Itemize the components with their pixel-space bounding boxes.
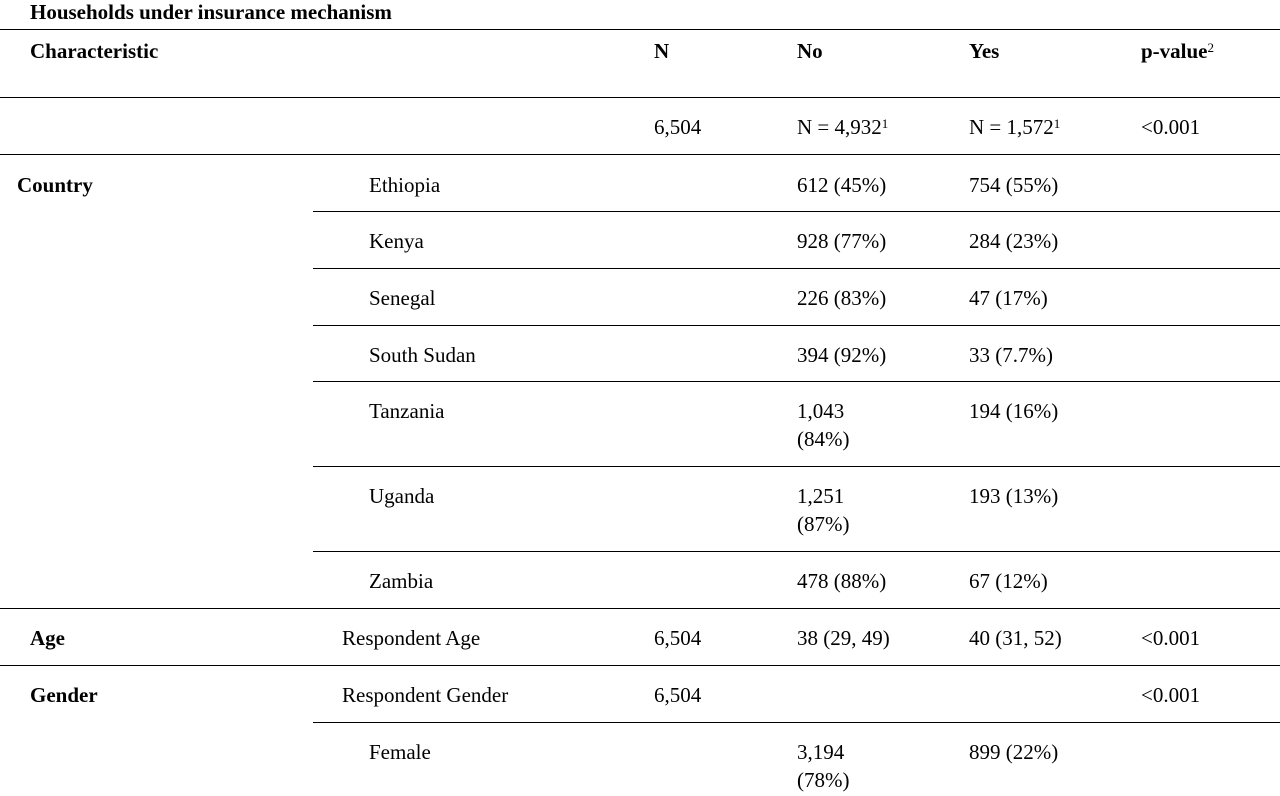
gender-pvalue: <0.001: [1141, 683, 1201, 707]
header-no: No: [797, 39, 823, 63]
country-uganda-yes: 193 (13%): [969, 484, 1059, 508]
age-no: 38 (29, 49): [797, 626, 890, 650]
totals-no-value: N = 4,932: [797, 115, 882, 139]
gender-female-yes: 899 (22%): [969, 740, 1059, 764]
age-sub-label: Respondent Age: [342, 626, 481, 650]
rule-gender-1: [313, 722, 1280, 723]
rule-age-end: [0, 665, 1280, 666]
header-n: N: [654, 39, 670, 63]
age-yes: 40 (31, 52): [969, 626, 1062, 650]
country-ethiopia: Ethiopia: [369, 173, 441, 197]
country-tanzania-no-count: 1,043: [797, 399, 845, 423]
country-kenya-no: 928 (77%): [797, 229, 887, 253]
totals-yes: N = 1,5721: [969, 113, 1060, 141]
age-n: 6,504: [654, 626, 702, 650]
rule-totals: [0, 154, 1280, 155]
rule-country-3: [313, 325, 1280, 326]
country-uganda: Uganda: [369, 484, 435, 508]
country-uganda-no-count: 1,251: [797, 484, 845, 508]
rule-country-4: [313, 381, 1280, 382]
totals-no: N = 4,9321: [797, 113, 888, 141]
rule-country-5: [313, 466, 1280, 467]
country-senegal-no: 226 (83%): [797, 286, 887, 310]
gender-female: Female: [369, 740, 431, 764]
totals-yes-footnote: 1: [1053, 116, 1061, 131]
country-south-sudan-no: 394 (92%): [797, 343, 887, 367]
country-kenya-yes: 284 (23%): [969, 229, 1059, 253]
totals-no-footnote: 1: [881, 116, 889, 131]
totals-pvalue: <0.001: [1141, 115, 1201, 139]
country-tanzania-yes: 194 (16%): [969, 399, 1059, 423]
header-pvalue: p-value2: [1141, 37, 1214, 65]
country-south-sudan-yes: 33 (7.7%): [969, 343, 1053, 367]
group-country-label: Country: [17, 173, 93, 197]
rule-country-6: [313, 551, 1280, 552]
totals-yes-value: N = 1,572: [969, 115, 1054, 139]
header-yes: Yes: [969, 39, 1000, 63]
country-zambia: Zambia: [369, 569, 434, 593]
gender-sub-label: Respondent Gender: [342, 683, 509, 707]
country-zambia-yes: 67 (12%): [969, 569, 1048, 593]
age-pvalue: <0.001: [1141, 626, 1201, 650]
country-uganda-no-pct: (87%): [797, 512, 850, 536]
country-south-sudan: South Sudan: [369, 343, 476, 367]
header-characteristic: Characteristic: [30, 39, 159, 63]
gender-n: 6,504: [654, 683, 702, 707]
country-ethiopia-no: 612 (45%): [797, 173, 887, 197]
rule-country-1: [313, 211, 1280, 212]
country-kenya: Kenya: [369, 229, 424, 253]
rule-country-end: [0, 608, 1280, 609]
country-senegal: Senegal: [369, 286, 436, 310]
country-zambia-no: 478 (88%): [797, 569, 887, 593]
group-age-label: Age: [30, 626, 65, 650]
gender-female-no-count: 3,194: [797, 740, 845, 764]
totals-n: 6,504: [654, 115, 702, 139]
country-tanzania: Tanzania: [369, 399, 445, 423]
header-pvalue-label: p-value: [1141, 39, 1208, 63]
gender-female-no-pct: (78%): [797, 768, 850, 792]
group-gender-label: Gender: [30, 683, 98, 707]
rule-header: [0, 97, 1280, 98]
country-tanzania-no-pct: (84%): [797, 427, 850, 451]
table-title: Households under insurance mechanism: [30, 0, 392, 24]
country-senegal-yes: 47 (17%): [969, 286, 1048, 310]
rule-country-2: [313, 268, 1280, 269]
header-pvalue-footnote: 2: [1207, 40, 1215, 55]
rule-top: [0, 29, 1280, 30]
country-ethiopia-yes: 754 (55%): [969, 173, 1059, 197]
